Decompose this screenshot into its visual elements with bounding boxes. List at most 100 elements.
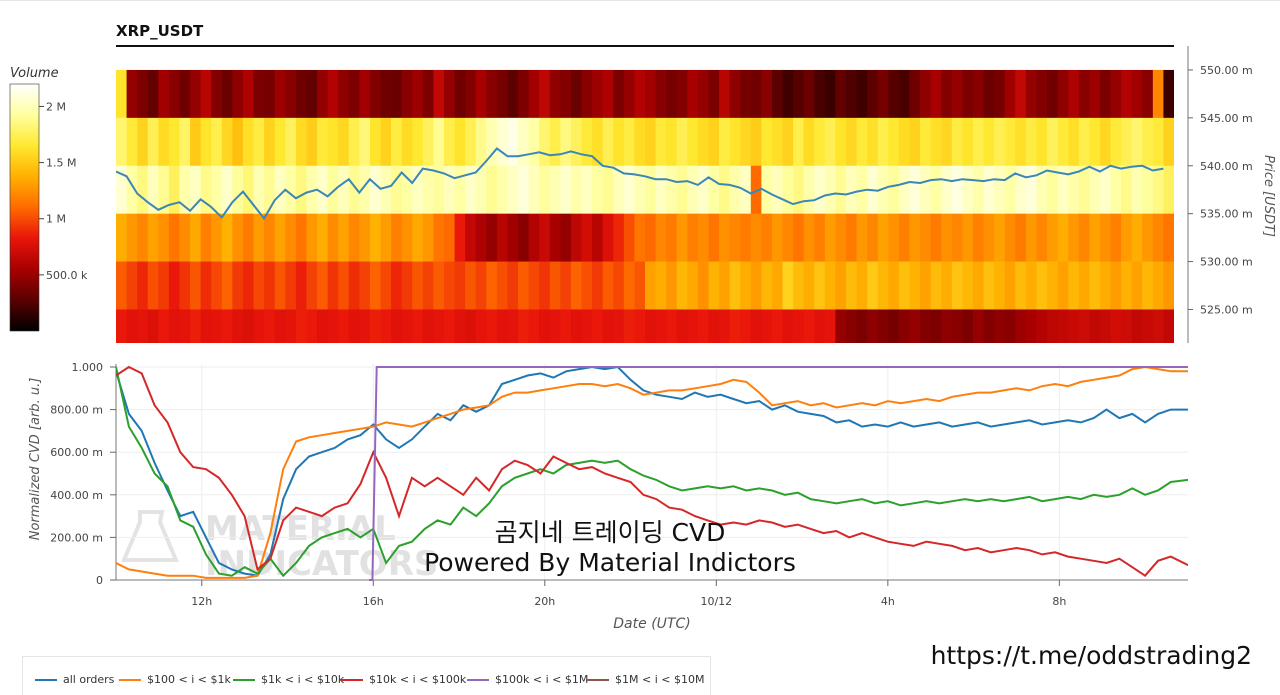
heatmap-cell <box>1152 69 1165 119</box>
heatmap-cell <box>920 69 932 119</box>
heatmap-cell <box>750 309 762 343</box>
x-tick-label: 10/12 <box>700 595 732 608</box>
heatmap-cell <box>179 165 191 215</box>
heatmap-cell <box>697 165 710 215</box>
heatmap-cell <box>137 309 149 343</box>
heatmap-cell <box>729 309 741 343</box>
heatmap-cell <box>1089 165 1101 215</box>
x-tick-label: 20h <box>534 595 555 608</box>
heatmap-cell <box>761 69 773 119</box>
heatmap-cell <box>253 69 265 119</box>
heatmap-cell <box>465 213 477 263</box>
heatmap-cell <box>126 117 138 167</box>
legend-item[interactable]: $100k < i < $1M <box>495 673 589 686</box>
telegram-link[interactable]: https://t.me/oddstrading2 <box>931 641 1252 670</box>
heatmap-cell <box>317 261 329 311</box>
legend-item[interactable]: $10k < i < $100k <box>369 673 467 686</box>
heatmap-cell <box>909 213 921 263</box>
heatmap-cell <box>941 165 953 215</box>
heatmap-cell <box>285 261 297 311</box>
heatmap-cell <box>295 165 308 215</box>
heatmap-cell <box>719 165 731 215</box>
heatmap-cell <box>719 213 731 263</box>
heatmap-cell <box>666 261 678 311</box>
heatmap-cell <box>824 309 837 343</box>
heatmap-cell <box>465 165 477 215</box>
heatmap-cell <box>1057 309 1069 343</box>
heatmap-cell <box>549 309 561 343</box>
heatmap-cell <box>359 69 371 119</box>
heatmap-cell <box>771 117 784 167</box>
heatmap-cell <box>179 309 191 343</box>
heatmap-cell <box>264 165 276 215</box>
heatmap-cell <box>930 165 942 215</box>
heatmap-cell <box>782 69 794 119</box>
heatmap-cell <box>264 213 276 263</box>
heatmap-cell <box>285 213 297 263</box>
legend-item[interactable]: $1M < i < $10M <box>615 673 705 686</box>
heatmap-cell <box>570 213 583 263</box>
heatmap-cell <box>602 213 614 263</box>
heatmap-cell <box>211 309 223 343</box>
heatmap-cell <box>560 213 572 263</box>
cvd-series <box>116 365 1188 581</box>
heatmap-cell <box>200 261 212 311</box>
heatmap-cell <box>242 309 255 343</box>
heatmap-cell <box>221 69 233 119</box>
heatmap-cell <box>518 261 530 311</box>
heatmap-cell <box>274 213 286 263</box>
heatmap-cell <box>433 261 445 311</box>
heatmap-cell <box>782 309 794 343</box>
heatmap-cell <box>824 69 837 119</box>
heatmap-cell <box>369 309 382 343</box>
heatmap-cell <box>708 213 720 263</box>
heatmap-cell <box>1110 69 1122 119</box>
heatmap-cell <box>285 309 297 343</box>
heatmap-cell <box>771 213 784 263</box>
legend-item[interactable]: all orders <box>63 673 115 686</box>
heatmap-cell <box>920 117 932 167</box>
heatmap-cell <box>1099 309 1112 343</box>
legend-item[interactable]: $1k < i < $10k <box>261 673 345 686</box>
heatmap-cell <box>771 165 784 215</box>
heatmap-cell <box>983 117 995 167</box>
heatmap-cell <box>645 69 657 119</box>
heatmap-cell <box>317 117 329 167</box>
heatmap-cell <box>496 309 509 343</box>
heatmap-cell <box>803 165 815 215</box>
heatmap-cell <box>888 165 900 215</box>
heatmap-cell <box>634 165 646 215</box>
heatmap-cell <box>930 213 942 263</box>
heatmap-cell <box>877 213 889 263</box>
cvd-x-ticks: 12h 16h 20h 10/12 4h 8h <box>191 580 1066 608</box>
heatmap-cell <box>274 261 286 311</box>
heatmap-cell <box>856 117 868 167</box>
heatmap-cell <box>147 117 159 167</box>
heatmap-cell <box>317 309 329 343</box>
heatmap-cell <box>232 69 244 119</box>
heatmap-cell <box>697 309 710 343</box>
heatmap-cell <box>475 117 487 167</box>
cvd-line <box>116 365 1188 579</box>
heatmap-cell <box>729 117 741 167</box>
heatmap-cell <box>433 117 445 167</box>
heatmap-cell <box>581 261 593 311</box>
heatmap-cell <box>327 213 339 263</box>
heatmap-cell <box>475 69 487 119</box>
heatmap-cell <box>645 213 657 263</box>
heatmap-cell <box>676 117 688 167</box>
heatmap-cell <box>888 309 900 343</box>
heatmap-cell <box>983 261 995 311</box>
heatmap-cell <box>1078 165 1090 215</box>
heatmap-cell <box>1004 261 1016 311</box>
heatmap-cell <box>168 309 181 343</box>
heatmap-cell <box>369 117 382 167</box>
heatmap-cell <box>116 309 128 343</box>
heatmap-cell <box>422 69 434 119</box>
heatmap-cell <box>888 117 900 167</box>
heatmap-cell <box>634 309 646 343</box>
legend-item[interactable]: $100 < i < $1k <box>147 673 231 686</box>
heatmap-cell <box>898 309 911 343</box>
heatmap-cell <box>602 261 614 311</box>
heatmap-cell <box>380 117 392 167</box>
